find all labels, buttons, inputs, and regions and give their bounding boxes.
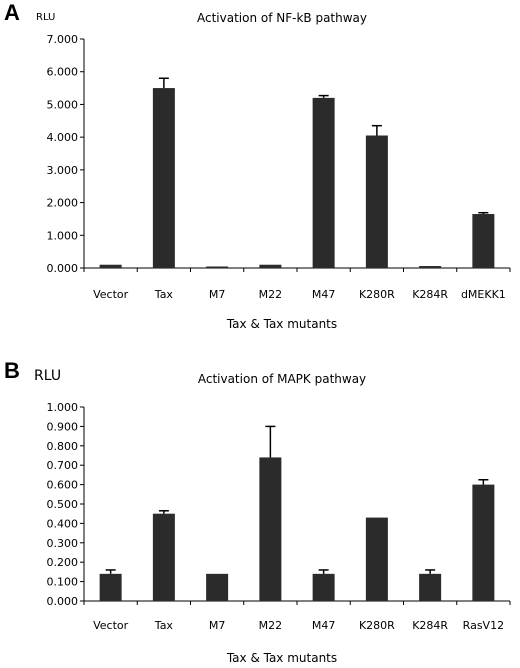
bar-m47	[312, 573, 335, 601]
y-tick-label: 0.000	[47, 595, 79, 608]
y-tick-label: 0.800	[47, 440, 79, 453]
y-tick-label: 0.500	[47, 498, 79, 511]
category-label-vector: Vector	[93, 619, 129, 632]
y-tick-label: 0.600	[47, 479, 79, 492]
y-tick-label: 0.400	[47, 517, 79, 530]
category-label-m47: M47	[312, 288, 336, 301]
bar-k284r	[419, 573, 442, 601]
category-label-k280r: K280R	[359, 619, 395, 632]
category-label-k284r: K284R	[412, 288, 448, 301]
bar-tax	[152, 513, 175, 601]
y-tick-label: 7.000	[47, 33, 79, 46]
bar-rasv12	[472, 484, 495, 601]
panel-a-x-axis-label: Tax & Tax mutants	[226, 317, 337, 331]
y-tick-label: 2.000	[47, 197, 79, 210]
bar-vector	[99, 264, 122, 268]
panel-a-y-axis-label: RLU	[36, 12, 55, 23]
panel-a-letter: A	[4, 0, 20, 25]
panel-b-title: Activation of MAPK pathway	[198, 372, 366, 386]
y-tick-label: 3.000	[47, 164, 79, 177]
y-tick-label: 0.200	[47, 556, 79, 569]
y-tick-label: 1.000	[47, 401, 79, 414]
panel-b-x-axis-label: Tax & Tax mutants	[226, 651, 337, 665]
panel-a-plot-area: 0.000 1.000 2.000 3.000 4.000 5.000 6.000 7.000…	[47, 33, 511, 301]
y-tick-label: 6.000	[47, 66, 79, 79]
category-label-vector: Vector	[93, 288, 129, 301]
panel-b-letter: B	[4, 358, 20, 383]
panel-b: B RLU Activation of MAPK pathway 0.0000.…	[4, 358, 511, 665]
bar-m22	[259, 457, 282, 601]
category-label-m7: M7	[209, 288, 226, 301]
panel-a-title: Activation of NF-kB pathway	[197, 11, 367, 25]
category-label-tax: Tax	[154, 288, 174, 301]
y-tick-label: 5.000	[47, 98, 79, 111]
y-tick-label: 4.000	[47, 131, 79, 144]
bar-vector	[99, 573, 122, 601]
y-tick-label: 1.000	[47, 229, 79, 242]
bar-k280r	[365, 135, 388, 268]
category-label-m47: M47	[312, 619, 336, 632]
category-label-m7: M7	[209, 619, 226, 632]
category-label-k280r: K280R	[359, 288, 395, 301]
bar-m22	[259, 264, 282, 268]
category-label-m22: M22	[259, 619, 283, 632]
panel-b-y-axis-label: RLU	[34, 368, 61, 384]
category-label-m22: M22	[259, 288, 283, 301]
y-tick-label: 0.700	[47, 459, 79, 472]
panel-a: A RLU Activation of NF-kB pathway 0.000 1…	[4, 0, 511, 331]
bar-dmekk1	[472, 214, 495, 268]
bar-m47	[312, 97, 335, 268]
bar-tax	[152, 88, 175, 268]
bar-m7	[206, 266, 229, 268]
bar-m7	[206, 573, 229, 601]
category-label-k284r: K284R	[412, 619, 448, 632]
bar-k284r	[419, 266, 442, 268]
bar-k280r	[365, 517, 388, 601]
category-label-tax: Tax	[154, 619, 174, 632]
category-label-dmekk1: dMEKK1	[461, 288, 506, 301]
y-tick-label: 0.000	[47, 262, 79, 275]
y-tick-label: 0.900	[47, 420, 79, 433]
category-label-rasv12: RasV12	[463, 619, 504, 632]
panel-b-plot-area: 0.000 0.100 0.200 0.300 0.400 0.500 0.600 0.700…	[47, 401, 511, 632]
y-tick-label: 0.300	[47, 537, 79, 550]
y-tick-label: 0.100	[47, 576, 79, 589]
